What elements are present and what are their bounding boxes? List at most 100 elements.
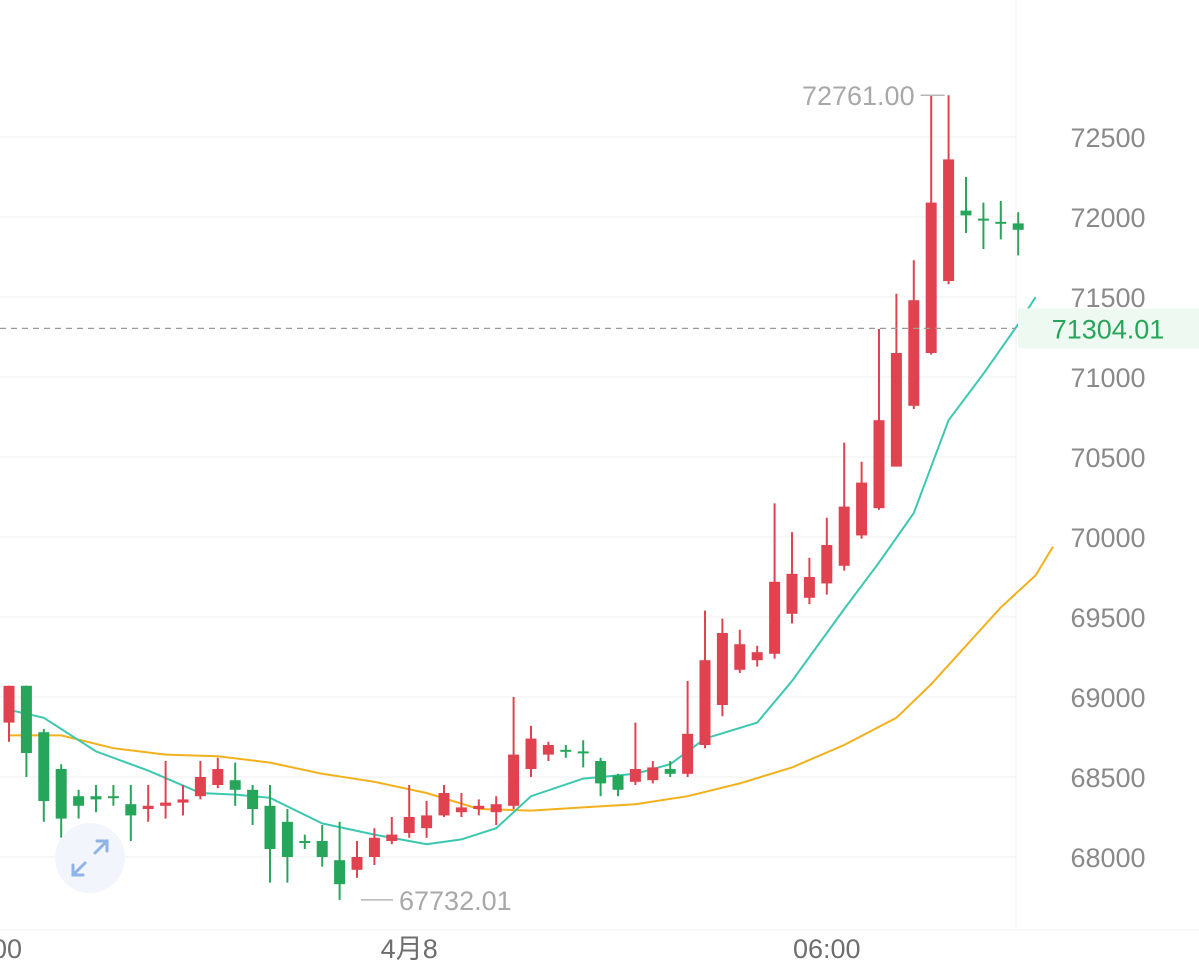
candle bbox=[229, 762, 241, 806]
candle-body bbox=[856, 482, 868, 536]
candle-body bbox=[316, 841, 328, 857]
candle bbox=[247, 785, 259, 825]
high-price-label: 72761.00 bbox=[802, 81, 915, 111]
candle bbox=[107, 785, 119, 806]
candle-body bbox=[647, 767, 659, 781]
y-tick-label: 68000 bbox=[1070, 843, 1145, 873]
candle bbox=[629, 722, 641, 785]
candle-body bbox=[299, 841, 311, 843]
y-tick-label: 68500 bbox=[1070, 763, 1145, 793]
current-price-tag bbox=[1018, 308, 1199, 349]
candle-body bbox=[577, 751, 589, 754]
x-tick-label: 00 bbox=[0, 934, 22, 964]
candle bbox=[856, 461, 868, 539]
candle-body bbox=[386, 834, 398, 841]
price-axis: 68000 68500 69000 69500 70000 70500 71000 71500… bbox=[1070, 123, 1145, 873]
candle-body bbox=[977, 218, 989, 221]
candle bbox=[281, 809, 293, 883]
candle-body bbox=[142, 805, 154, 809]
candle bbox=[160, 761, 172, 819]
y-tick-label: 71500 bbox=[1070, 283, 1145, 313]
candle bbox=[403, 785, 415, 838]
candle bbox=[490, 796, 502, 825]
candle-body bbox=[229, 780, 241, 790]
candle bbox=[577, 740, 589, 768]
x-tick-label: 4月8 bbox=[381, 934, 438, 964]
candle bbox=[125, 785, 137, 841]
candle-series bbox=[3, 95, 1024, 900]
candle-body bbox=[751, 652, 763, 661]
expand-arrows-icon bbox=[71, 839, 109, 877]
candle bbox=[612, 773, 624, 797]
candle bbox=[368, 828, 380, 865]
candle bbox=[542, 741, 554, 761]
candle-body bbox=[838, 506, 850, 566]
candle bbox=[90, 785, 102, 813]
candle bbox=[803, 557, 815, 605]
current-price-label: 71304.01 bbox=[1052, 314, 1165, 344]
candle bbox=[473, 799, 485, 816]
extreme-markers: 72761.00 67732.01 bbox=[361, 81, 945, 916]
candle-body bbox=[560, 749, 572, 752]
candle-body bbox=[508, 754, 520, 806]
candle bbox=[264, 785, 276, 883]
candle bbox=[455, 793, 467, 817]
candle-body bbox=[421, 815, 433, 829]
candle-body bbox=[177, 799, 189, 803]
current-price-layer: 71304.01 bbox=[0, 308, 1199, 349]
candle-body bbox=[264, 805, 276, 849]
candle-body bbox=[3, 685, 15, 723]
candle-body bbox=[334, 860, 346, 885]
candle-body bbox=[612, 775, 624, 790]
candle-body bbox=[699, 660, 711, 745]
candle bbox=[960, 177, 972, 233]
candle-body bbox=[908, 300, 920, 406]
candle-body bbox=[160, 802, 172, 806]
candle-body bbox=[20, 685, 32, 753]
candle-body bbox=[438, 793, 450, 816]
candle-body bbox=[734, 644, 746, 670]
candle bbox=[734, 629, 746, 673]
candle bbox=[873, 329, 885, 510]
y-tick-label: 72000 bbox=[1070, 203, 1145, 233]
candle-body bbox=[595, 761, 607, 784]
candle bbox=[925, 95, 937, 355]
candle bbox=[525, 725, 537, 777]
candle-body bbox=[107, 796, 119, 799]
candle bbox=[995, 201, 1007, 240]
candle-body bbox=[890, 353, 902, 467]
candle-body bbox=[925, 202, 937, 353]
candle bbox=[647, 761, 659, 784]
candle bbox=[508, 697, 520, 809]
candle-body bbox=[664, 769, 676, 774]
candle bbox=[20, 685, 32, 777]
candle bbox=[943, 95, 955, 285]
candle-body bbox=[682, 733, 694, 774]
candle bbox=[786, 532, 798, 624]
candle bbox=[334, 821, 346, 900]
candle bbox=[664, 761, 676, 777]
candle-body bbox=[995, 221, 1007, 224]
price-grid bbox=[0, 0, 1199, 931]
y-tick-label: 72500 bbox=[1070, 123, 1145, 153]
candle-body bbox=[73, 796, 85, 806]
ma-fast-layer bbox=[8, 296, 1037, 846]
candle-body bbox=[125, 804, 137, 816]
candle bbox=[682, 681, 694, 777]
y-tick-label: 70000 bbox=[1070, 523, 1145, 553]
candle-body bbox=[873, 420, 885, 509]
candle bbox=[716, 618, 728, 717]
candle bbox=[821, 517, 833, 595]
candle-body bbox=[769, 581, 781, 654]
low-price-label: 67732.01 bbox=[399, 886, 512, 916]
expand-chart-button[interactable] bbox=[55, 823, 125, 893]
candle-body bbox=[90, 796, 102, 800]
candle bbox=[560, 745, 572, 758]
candle-body bbox=[542, 745, 554, 755]
candle bbox=[177, 785, 189, 816]
candle-body bbox=[803, 577, 815, 598]
candle-body bbox=[943, 159, 955, 281]
candle bbox=[38, 729, 50, 822]
candle bbox=[595, 757, 607, 797]
